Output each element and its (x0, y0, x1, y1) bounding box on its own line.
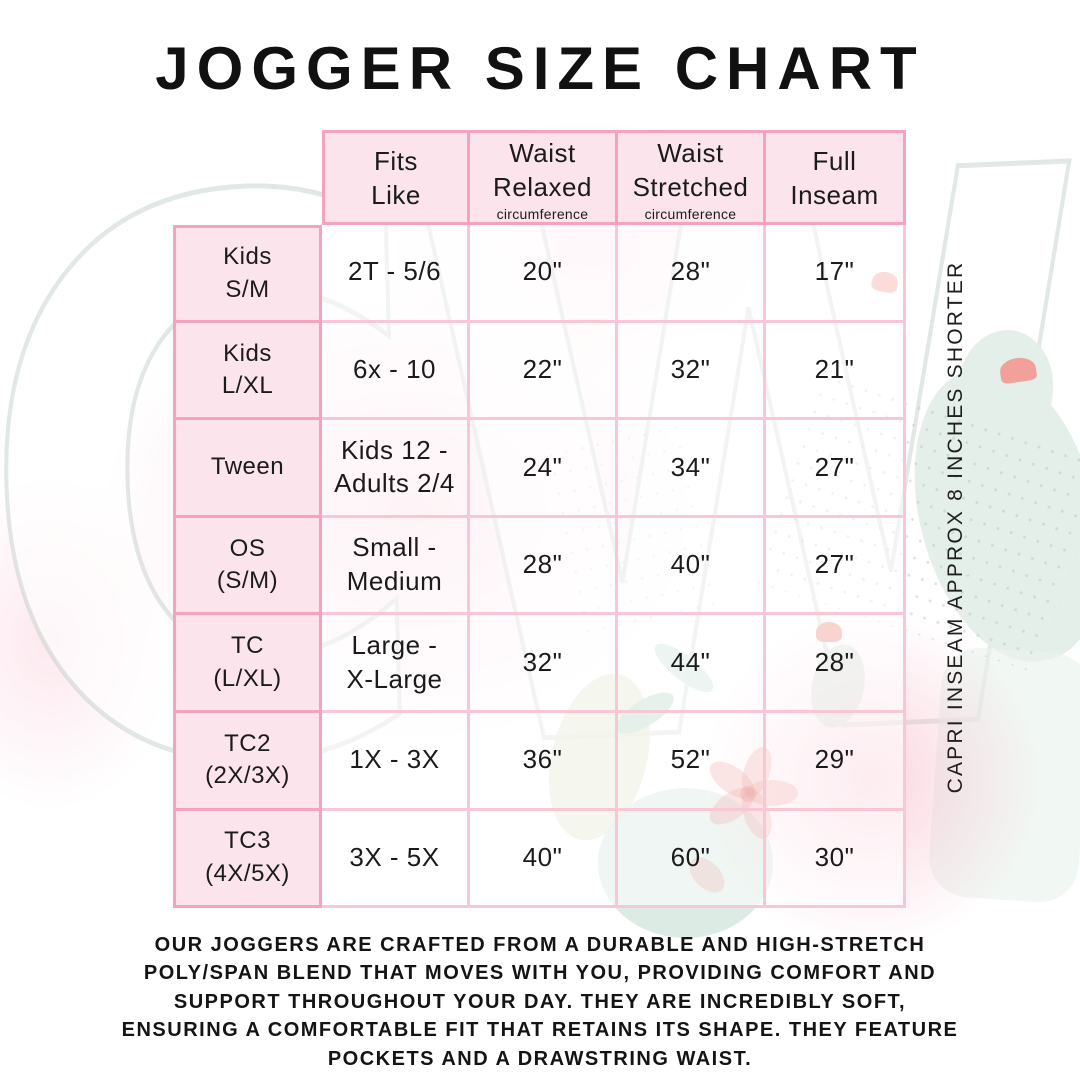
table-cell: 28" (618, 225, 766, 323)
table-cell: 28" (766, 615, 906, 713)
row-label-os-sm: OS (S/M) (173, 517, 322, 616)
table-cell: 3X - 5X (322, 810, 470, 909)
capri-inseam-note: CAPRI INSEAM APPROX 8 INCHES SHORTER (944, 260, 967, 794)
row-label-kids-lxl: Kids L/XL (173, 322, 322, 421)
table-cell: 52" (618, 712, 766, 811)
table-cell: 44" (618, 615, 766, 713)
cactus-flower-icon (998, 355, 1038, 385)
table-cell: 24" (470, 420, 618, 518)
table-cell: 36" (470, 712, 618, 811)
col-header-full-inseam: Full Inseam (766, 130, 906, 225)
row-label-tc3: TC3 (4X/5X) (173, 810, 322, 909)
table-cell: 34" (618, 420, 766, 518)
table-cell: Kids 12 - Adults 2/4 (322, 420, 470, 518)
cactus-illustration (890, 350, 1080, 680)
table-cell: Small - Medium (322, 517, 470, 616)
table-cell: 40" (618, 517, 766, 616)
pink-watercolor-wash (0, 470, 180, 810)
row-label-tween: Tween (173, 420, 322, 518)
table-cell: 6x - 10 (322, 322, 470, 421)
page-title: JOGGER SIZE CHART (155, 35, 925, 102)
table-cell: Large - X-Large (322, 615, 470, 713)
table-cell: 27" (766, 517, 906, 616)
table-corner-cell (173, 130, 322, 225)
table-cell: 22" (470, 322, 618, 421)
table-cell: 32" (470, 615, 618, 713)
product-description: OUR JOGGERS ARE CRAFTED FROM A DURABLE A… (121, 934, 959, 1070)
table-cell: 1X - 3X (322, 712, 470, 811)
table-cell: 21" (766, 322, 906, 421)
table-cell: 20" (470, 225, 618, 323)
table-cell: 30" (766, 810, 906, 909)
col-header-waist-relaxed: Waist Relaxed circumference (470, 130, 618, 225)
size-table: Fits Like Waist Relaxed circumference Wa… (173, 130, 906, 909)
table-cell: 60" (618, 810, 766, 909)
col-header-waist-stretched: Waist Stretched circumference (618, 130, 766, 225)
col-header-fits-like: Fits Like (322, 130, 470, 225)
row-label-tc-lxl: TC (L/XL) (173, 615, 322, 713)
table-cell: 17" (766, 225, 906, 323)
row-label-kids-sm: Kids S/M (173, 225, 322, 323)
table-cell: 40" (470, 810, 618, 909)
row-label-tc2: TC2 (2X/3X) (173, 712, 322, 811)
table-cell: 27" (766, 420, 906, 518)
table-cell: 2T - 5/6 (322, 225, 470, 323)
table-cell: 32" (618, 322, 766, 421)
table-cell: 28" (470, 517, 618, 616)
table-cell: 29" (766, 712, 906, 811)
